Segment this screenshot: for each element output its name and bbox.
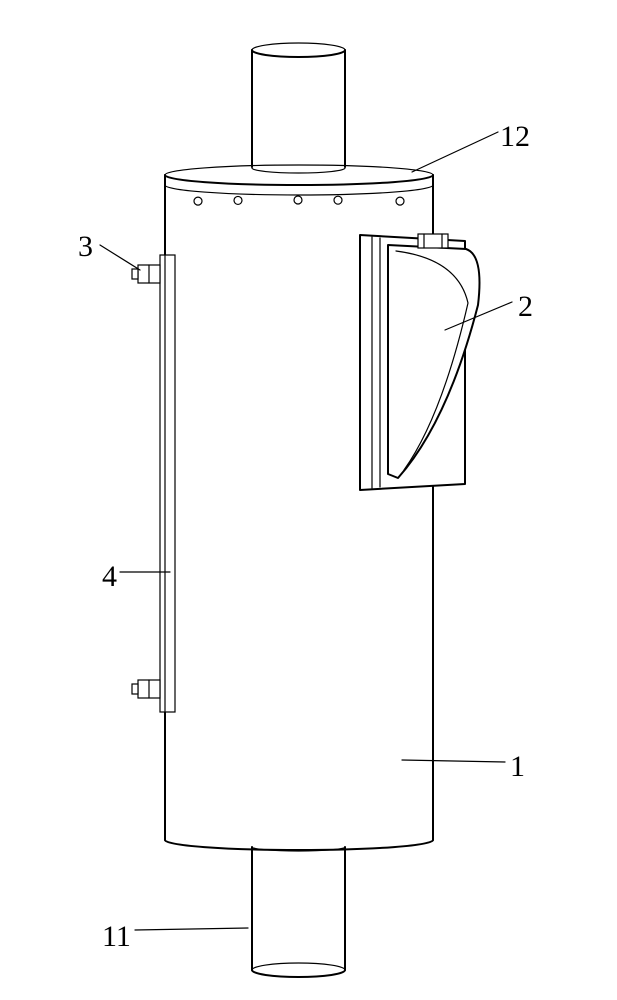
label-2: 2: [518, 290, 533, 324]
label-1: 1: [510, 750, 525, 784]
label-4: 4: [102, 560, 117, 594]
figure-canvas: 1 2 3 4 11 12: [0, 0, 617, 1000]
label-3: 3: [78, 230, 93, 264]
label-11: 11: [102, 920, 131, 954]
label-12: 12: [500, 120, 530, 154]
